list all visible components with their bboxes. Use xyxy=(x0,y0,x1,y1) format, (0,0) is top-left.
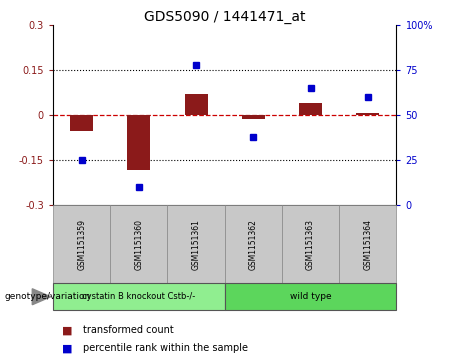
Text: GSM1151361: GSM1151361 xyxy=(192,219,201,270)
Bar xyxy=(299,103,322,115)
Title: GDS5090 / 1441471_at: GDS5090 / 1441471_at xyxy=(144,11,306,24)
Text: wild type: wild type xyxy=(290,292,331,301)
Text: genotype/variation: genotype/variation xyxy=(5,292,91,301)
Text: ■: ■ xyxy=(62,343,73,354)
Text: GSM1151359: GSM1151359 xyxy=(77,219,86,270)
Text: cystatin B knockout Cstb-/-: cystatin B knockout Cstb-/- xyxy=(82,292,195,301)
Text: GSM1151363: GSM1151363 xyxy=(306,219,315,270)
Bar xyxy=(127,115,150,170)
Text: ■: ■ xyxy=(62,325,73,335)
Text: transformed count: transformed count xyxy=(83,325,174,335)
Bar xyxy=(70,115,93,131)
Text: percentile rank within the sample: percentile rank within the sample xyxy=(83,343,248,354)
Bar xyxy=(242,115,265,119)
Bar xyxy=(185,94,207,115)
Text: GSM1151360: GSM1151360 xyxy=(134,219,143,270)
Text: GSM1151362: GSM1151362 xyxy=(249,219,258,270)
Text: GSM1151364: GSM1151364 xyxy=(363,219,372,270)
Bar xyxy=(356,113,379,115)
